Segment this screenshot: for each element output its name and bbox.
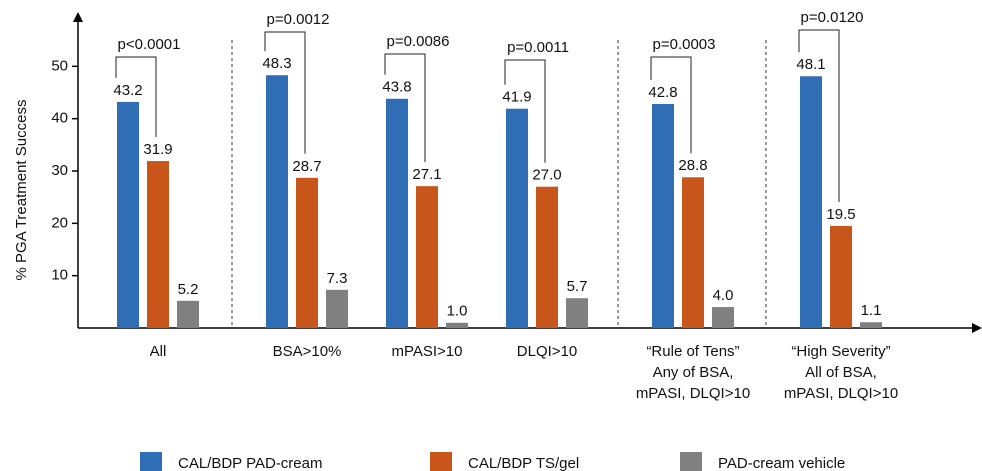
bar xyxy=(416,186,438,328)
legend-label: CAL/BDP TS/gel xyxy=(468,455,579,471)
x-tick-label-line: BSA>10% xyxy=(273,343,342,360)
value-label: 5.2 xyxy=(178,281,199,298)
y-tick-label: 10 xyxy=(51,267,68,284)
value-label: 28.7 xyxy=(292,158,321,175)
y-tick-label: 30 xyxy=(51,162,68,179)
value-label: 43.2 xyxy=(113,82,142,99)
p-bracket xyxy=(504,59,546,163)
value-label: 1.0 xyxy=(447,303,468,320)
x-tick-label: “High Severity” All of BSA, mPASI, DLQI>10 xyxy=(784,343,898,402)
x-tick-label: mPASI>10 xyxy=(391,343,462,360)
value-label: 43.8 xyxy=(382,79,411,96)
x-tick-label-line: “Rule of Tens” xyxy=(646,343,739,360)
p-bracket xyxy=(650,56,692,154)
p-bracket xyxy=(115,56,157,138)
x-tick-label: All xyxy=(150,343,167,360)
value-label: 41.9 xyxy=(502,89,531,106)
value-label: 27.1 xyxy=(412,166,441,183)
value-label: 19.5 xyxy=(826,206,855,223)
x-tick-label-line: mPASI>10 xyxy=(391,343,462,360)
x-tick-label-line: All xyxy=(150,343,167,360)
value-label: 1.1 xyxy=(861,302,882,319)
y-tick-label: 20 xyxy=(51,214,68,231)
bar xyxy=(566,298,588,328)
bar xyxy=(177,300,199,328)
x-tick-label-line: mPASI, DLQI>10 xyxy=(784,385,898,402)
x-tick-label-line: “High Severity” xyxy=(791,343,890,360)
bar xyxy=(147,161,169,328)
p-value: p=0.0120 xyxy=(801,9,864,26)
y-tick-label: 50 xyxy=(51,57,68,74)
bar xyxy=(536,186,558,328)
p-value: p=0.0086 xyxy=(387,33,450,50)
value-label: 5.7 xyxy=(567,278,588,295)
value-label: 48.1 xyxy=(796,56,825,73)
bar xyxy=(296,177,318,328)
value-label: 28.8 xyxy=(678,157,707,174)
value-label: 27.0 xyxy=(532,167,561,184)
p-value: p=0.0011 xyxy=(507,39,569,56)
bar xyxy=(117,101,139,328)
bar xyxy=(446,322,468,328)
x-tick-label-line: DLQI>10 xyxy=(517,343,577,360)
legend-label: PAD-cream vehicle xyxy=(718,455,845,471)
x-tick-label: DLQI>10 xyxy=(517,343,577,360)
legend-swatch xyxy=(140,452,162,471)
p-bracket xyxy=(798,29,840,202)
p-value: p=0.0012 xyxy=(267,11,330,28)
y-arrow xyxy=(73,12,83,22)
legend-swatch xyxy=(430,452,452,471)
legend-label: CAL/BDP PAD-cream xyxy=(178,455,323,471)
value-label: 7.3 xyxy=(327,270,348,287)
bar xyxy=(506,108,528,329)
bar xyxy=(712,307,734,328)
x-tick-label-line: All of BSA, xyxy=(805,364,877,381)
x-tick-label-line: mPASI, DLQI>10 xyxy=(636,385,750,402)
x-tick-label-line: Any of BSA, xyxy=(653,364,734,381)
value-label: 31.9 xyxy=(143,141,172,158)
bar xyxy=(652,104,674,328)
legend-swatch xyxy=(680,452,702,471)
x-arrow xyxy=(972,323,982,333)
bar xyxy=(326,289,348,328)
p-bracket xyxy=(264,31,306,154)
bar xyxy=(830,225,852,328)
bar xyxy=(386,98,408,328)
bar xyxy=(682,177,704,328)
p-bracket xyxy=(384,53,426,163)
y-axis-label: % PGA Treatment Success xyxy=(13,100,30,281)
value-label: 42.8 xyxy=(648,84,677,101)
value-label: 48.3 xyxy=(262,55,291,72)
p-value: p<0.0001 xyxy=(118,36,181,53)
y-tick-label: 40 xyxy=(51,110,68,127)
bar xyxy=(860,322,882,328)
x-tick-label: “Rule of Tens” Any of BSA, mPASI, DLQI>10 xyxy=(636,343,750,402)
x-tick-label: BSA>10% xyxy=(273,343,342,360)
bar xyxy=(800,76,822,328)
p-value: p=0.0003 xyxy=(653,36,716,53)
bar xyxy=(266,75,288,328)
value-label: 4.0 xyxy=(713,287,734,304)
